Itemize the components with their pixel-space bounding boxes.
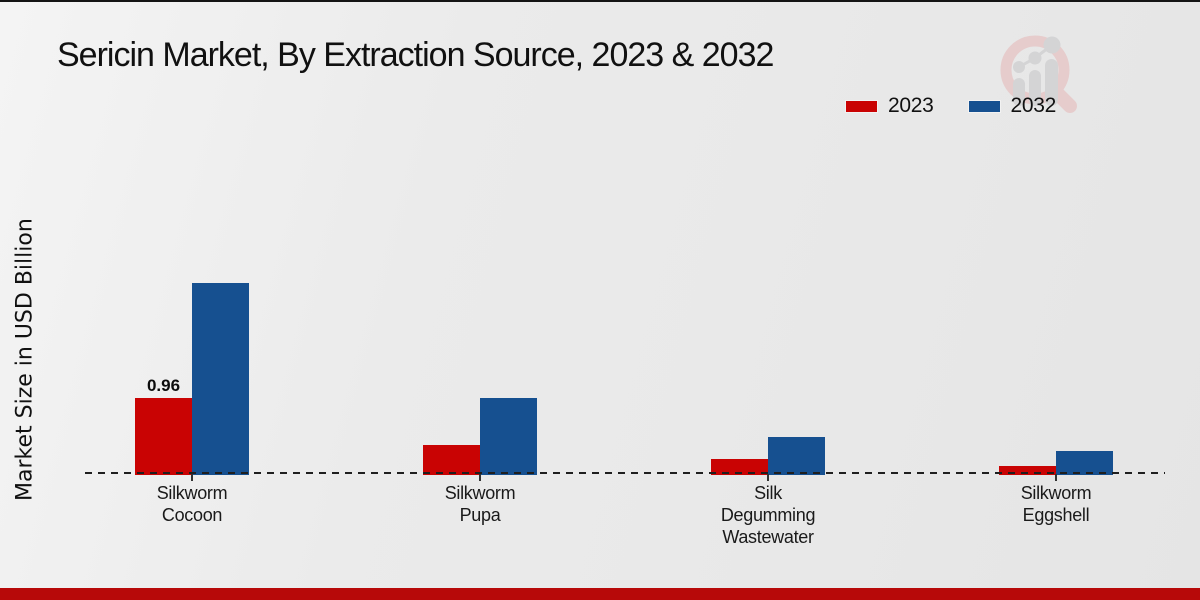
bar-2032-silkworm-eggshell [1056, 451, 1113, 475]
magnifier-handle [1049, 85, 1077, 113]
bar-2023-silk-degumming-wastewater [711, 459, 768, 475]
logo-bars [1013, 59, 1058, 106]
category-label-silkworm-cocoon: Silkworm Cocoon [82, 482, 302, 526]
legend-label-2023: 2023 [888, 94, 934, 117]
bar-2032-silkworm-pupa [480, 398, 537, 475]
x-axis-tick [479, 474, 481, 481]
legend-swatch-2032 [967, 99, 1001, 113]
logo-trend-dots [1013, 36, 1061, 73]
bar-2023-silkworm-cocoon [135, 398, 192, 475]
category-label-line: Silkworm [444, 483, 516, 503]
bar-2032-silkworm-cocoon [192, 283, 249, 475]
category-label-line: Degumming [720, 505, 816, 525]
legend-swatch-2023 [845, 99, 878, 113]
legend: 2023 2032 [845, 94, 1056, 118]
bar-value-label: 0.96 [146, 376, 181, 395]
category-label-line: Pupa [459, 505, 501, 525]
legend-item-2032: 2032 [967, 94, 1057, 118]
category-label-line: Eggshell [1022, 505, 1090, 525]
legend-item-2023: 2023 [845, 94, 934, 118]
category-label-silk-degumming-wastewater: Silk Degumming Wastewater [658, 482, 878, 548]
category-label-line: Wastewater [722, 527, 814, 547]
x-axis-baseline [85, 472, 1165, 474]
category-label-line: Silkworm [1020, 483, 1092, 503]
top-border-line [0, 0, 1200, 2]
category-label-line: Cocoon [161, 505, 223, 525]
footer-accent-bar [0, 588, 1200, 600]
category-label-silkworm-pupa: Silkworm Pupa [370, 482, 590, 526]
chart-title: Sericin Market, By Extraction Source, 20… [57, 36, 774, 74]
category-label-line: Silk [754, 483, 782, 503]
x-axis-tick [191, 474, 193, 481]
x-axis-tick [767, 474, 769, 481]
x-axis-tick [1055, 474, 1057, 481]
legend-label-2032: 2032 [1010, 94, 1057, 117]
category-label-silkworm-eggshell: Silkworm Eggshell [946, 482, 1166, 526]
category-label-line: Silkworm [156, 483, 228, 503]
bar-2032-silk-degumming-wastewater [768, 437, 825, 475]
magnifier-chart-logo-icon [1000, 35, 1077, 113]
bar-2023-silkworm-eggshell [999, 466, 1056, 475]
bar-2023-silkworm-pupa [423, 445, 480, 475]
